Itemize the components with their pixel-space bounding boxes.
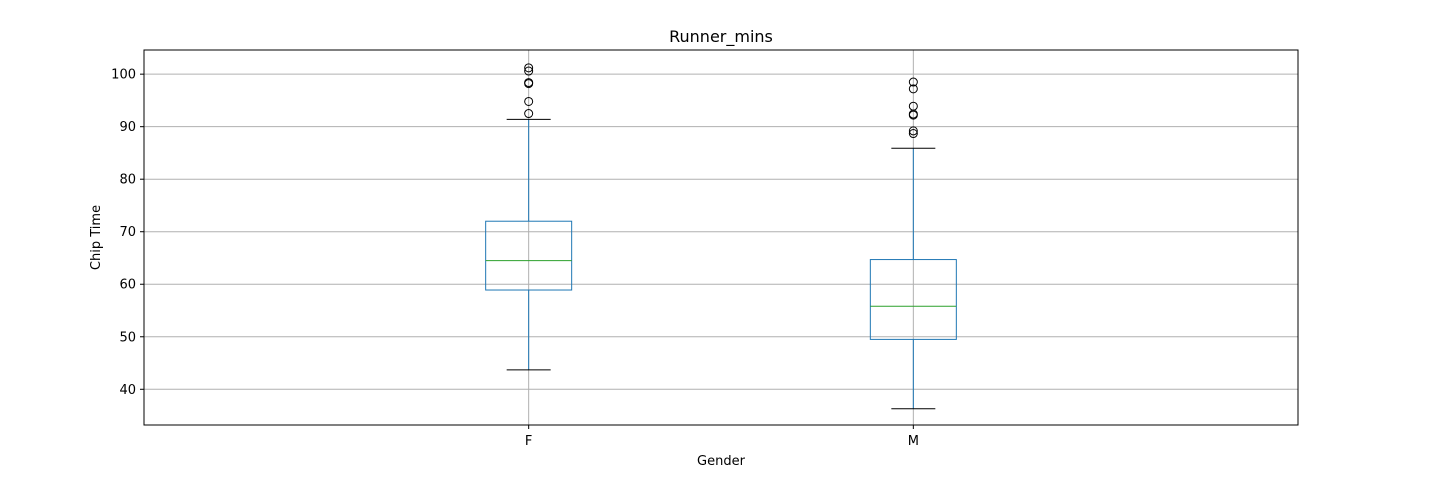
x-axis-label: Gender [697,454,746,469]
grid-layer [144,50,1298,425]
chart-title: Runner_mins [669,27,773,47]
outlier-point [524,78,534,88]
y-tick-label: 50 [119,330,136,345]
outlier-point [524,66,534,76]
y-tick-label: 100 [111,68,136,83]
y-tick-label: 40 [119,383,136,398]
y-tick-label: 90 [119,120,136,135]
outlier-point [908,129,918,139]
y-tick-label: 60 [119,278,136,293]
outlier-point [908,84,918,94]
y-tick-label: 70 [119,225,136,240]
iqr-box [485,220,573,291]
outlier-point [908,77,918,87]
ticks-layer: 40 50 60 70 80 90 100 F M [111,68,919,449]
plot-area-frame [143,49,1299,426]
x-tick-label: M [908,434,919,449]
x-tick-label: F [525,434,532,449]
outlier-point [908,126,918,136]
outlier-point [524,109,534,119]
box-group-f [485,63,573,371]
outlier-point [908,101,918,111]
iqr-box [869,259,957,340]
y-axis-label: Chip Time [89,205,104,270]
box-group-m [869,77,957,410]
outlier-point [524,96,534,106]
y-tick-label: 80 [119,173,136,188]
outlier-point [524,63,534,73]
boxes-layer [485,63,957,410]
